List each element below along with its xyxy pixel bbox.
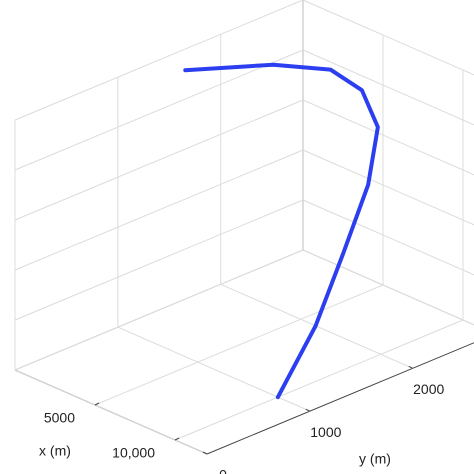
grid-line [14, 249, 304, 371]
grid-line [302, 249, 474, 326]
grid-line [302, 0, 474, 76]
grid-line [14, 0, 304, 121]
y-tick-label: 1000 [310, 424, 341, 440]
grid-line [117, 326, 311, 412]
grid-line [14, 149, 304, 271]
grid-line [302, 99, 474, 176]
y-tick [202, 451, 208, 455]
grid-line [94, 284, 384, 406]
grid-line [14, 49, 304, 171]
grid-line [14, 199, 304, 321]
y-tick [408, 365, 413, 369]
x-axis-label: x (m) [39, 443, 71, 459]
x-tick [94, 402, 100, 406]
x-tick-label: 10,000 [112, 445, 155, 461]
y-tick-label: 2000 [413, 381, 444, 397]
x-tick-label: 5000 [44, 410, 75, 426]
box-edge [206, 342, 474, 455]
x-tick [174, 437, 180, 441]
grid-line [174, 319, 464, 441]
grid-line [302, 49, 474, 126]
trajectory [183, 62, 380, 400]
y-tick [305, 408, 311, 412]
grid-line [14, 99, 304, 221]
y-tick-label: 0 [219, 467, 227, 474]
grid-line [302, 199, 474, 276]
y-axis-label: y (m) [359, 451, 391, 467]
grid-line [302, 149, 474, 226]
